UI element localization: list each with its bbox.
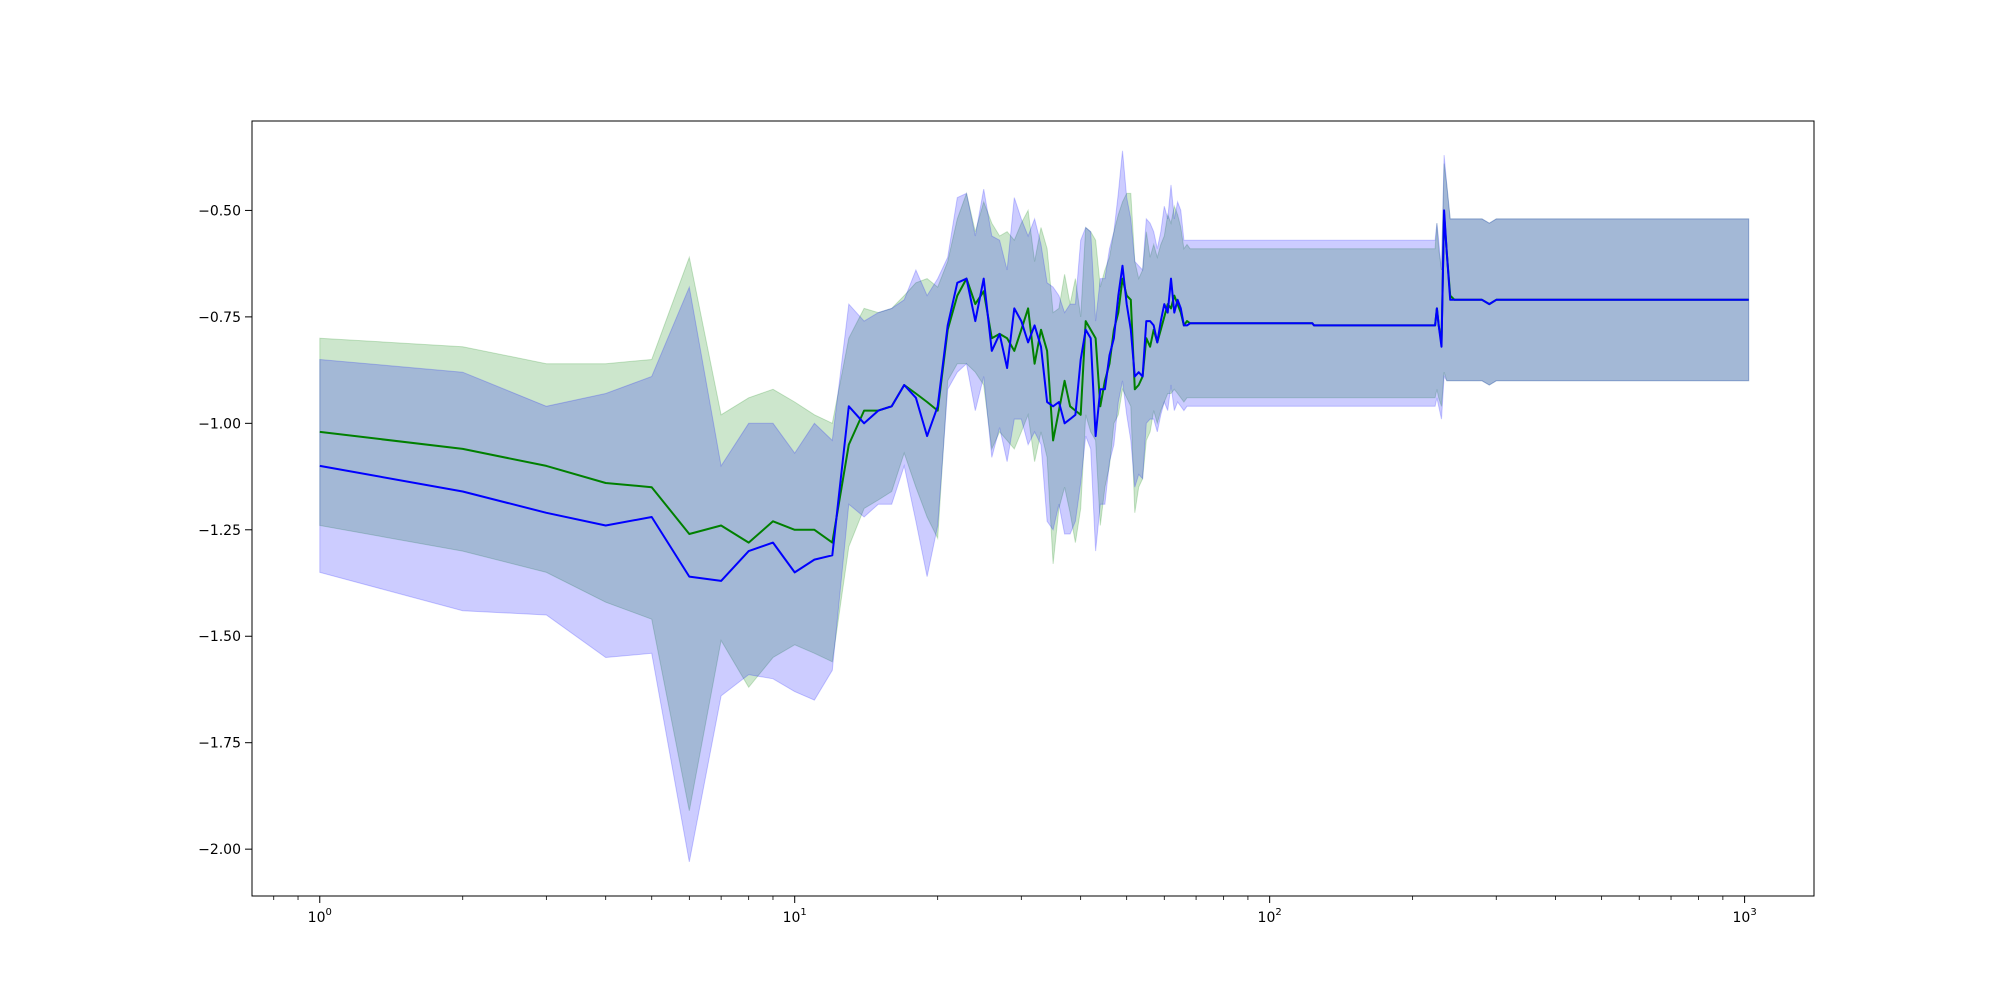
y-tick-label: −2.00 [198,842,241,858]
x-axis: 100 101 102 103 [273,896,1757,926]
y-tick-label: −0.75 [198,310,241,326]
x-tick-label: 101 [783,907,807,926]
y-tick-label: −1.00 [198,416,241,432]
x-tick-label: 103 [1732,907,1756,926]
plot-frame [251,120,1815,897]
y-tick-label: −1.50 [198,629,241,645]
x-tick-label: 102 [1258,907,1282,926]
y-tick-label: −1.25 [198,523,241,539]
y-tick-label: −0.50 [198,203,241,219]
y-axis: −0.50 −0.75 −1.00 −1.25 −1.50 −1.75 −2.00 [198,203,252,858]
y-tick-label: −1.75 [198,736,241,752]
series-2-line [319,209,1749,582]
x-tick-label: 100 [308,907,332,926]
series-lines [319,209,1749,582]
series-2-band [319,150,1750,862]
